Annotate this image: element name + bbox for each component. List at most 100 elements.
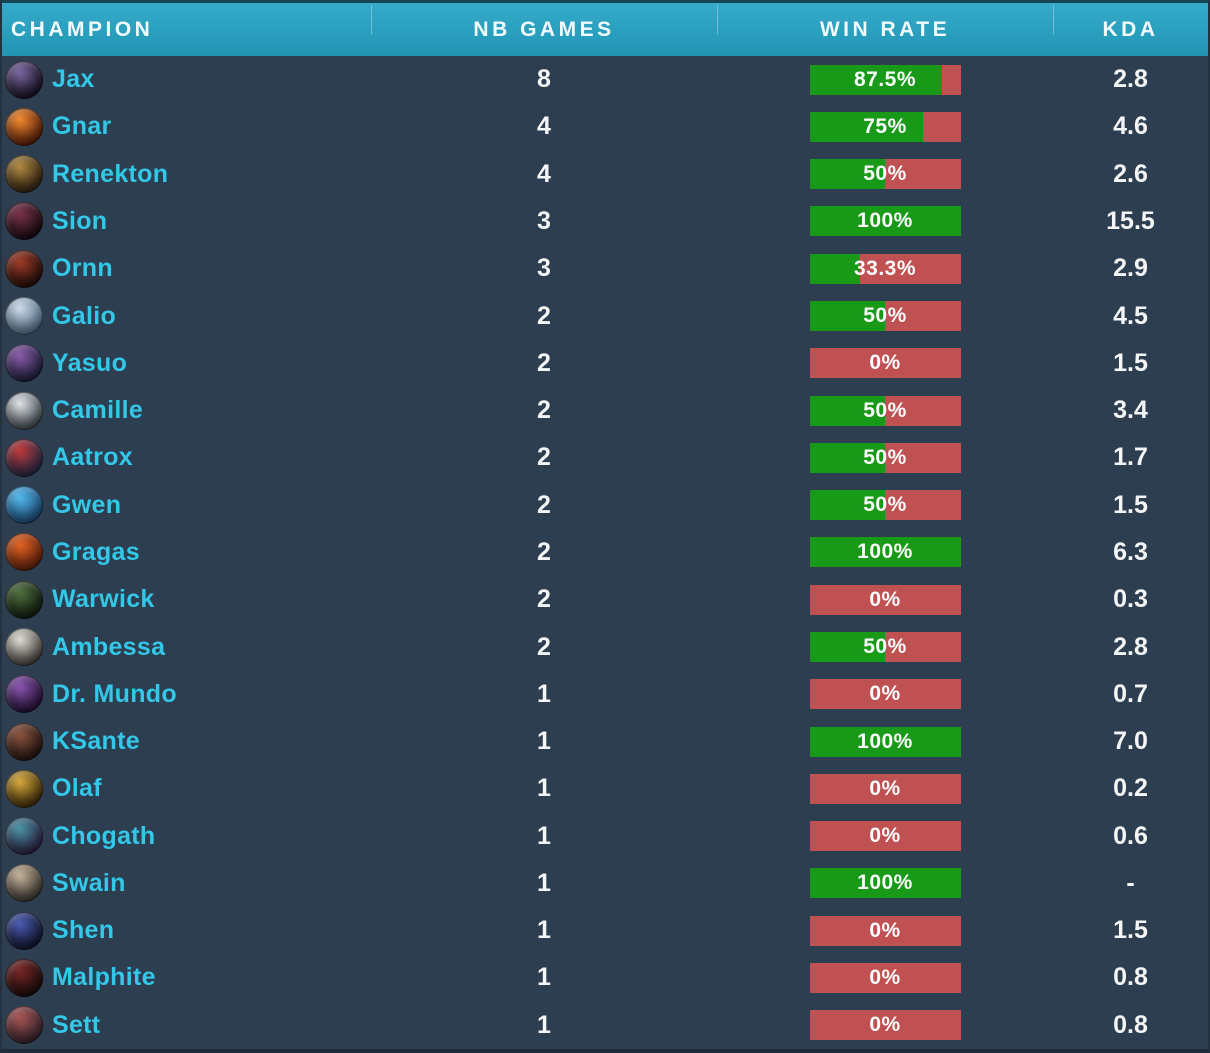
champion-name[interactable]: Olaf	[52, 774, 102, 803]
champion-cell: Sett	[2, 1006, 371, 1045]
nb-games-value: 1	[537, 774, 551, 803]
header-kda[interactable]: KDA	[1053, 3, 1208, 56]
win-rate-bar: 50%	[809, 159, 961, 190]
win-rate-bar: 0%	[809, 584, 961, 615]
champion-cell: Galio	[2, 297, 371, 336]
win-rate-bar: 100%	[809, 206, 961, 237]
table-row: Sion 3 100% 15.5	[2, 198, 1208, 245]
win-rate-label: 50%	[863, 493, 907, 517]
win-rate-label: 0%	[869, 965, 901, 989]
champion-name[interactable]: Camille	[52, 396, 144, 425]
win-rate-cell: 50%	[717, 632, 1053, 663]
table-body: Jax 8 87.5% 2.8 Gnar 4 75% 4.6 Renekton 4 50% 2.6 Si…	[2, 56, 1208, 1049]
win-rate-cell: 100%	[717, 726, 1053, 757]
kda-value: 4.6	[1113, 112, 1148, 141]
table-row: Chogath 1 0% 0.6	[2, 813, 1208, 860]
nb-games-value: 1	[537, 963, 551, 992]
swain-icon	[5, 864, 43, 903]
win-rate-label: 100%	[857, 540, 913, 564]
table-row: Shen 1 0% 1.5	[2, 907, 1208, 954]
champion-name[interactable]: Jax	[52, 65, 95, 94]
champion-name[interactable]: Warwick	[52, 585, 155, 614]
kda-value: 4.5	[1113, 301, 1148, 330]
champion-name[interactable]: Shen	[52, 916, 115, 945]
warwick-icon	[5, 580, 43, 619]
kda-value: 6.3	[1113, 537, 1148, 566]
champion-name[interactable]: Dr. Mundo	[52, 679, 177, 708]
nb-games-value: 1	[537, 868, 551, 897]
champion-cell: KSante	[2, 722, 371, 761]
aatrox-icon	[5, 438, 43, 477]
nb-games-value: 8	[537, 65, 551, 94]
table-row: Aatrox 2 50% 1.7	[2, 434, 1208, 481]
champion-name[interactable]: Ambessa	[52, 632, 166, 661]
win-rate-fill	[809, 64, 942, 95]
kda-value: 15.5	[1106, 206, 1155, 235]
win-rate-label: 0%	[869, 1013, 901, 1037]
champion-cell: Yasuo	[2, 344, 371, 383]
champion-name[interactable]: Ornn	[52, 254, 113, 283]
win-rate-cell: 0%	[717, 915, 1053, 946]
win-rate-bar: 0%	[809, 348, 961, 379]
win-rate-bar: 0%	[809, 821, 961, 852]
nb-games-value: 1	[537, 821, 551, 850]
win-rate-label: 50%	[863, 635, 907, 659]
kda-value: 0.6	[1113, 821, 1148, 850]
nb-games-value: 2	[537, 443, 551, 472]
win-rate-bar: 100%	[809, 537, 961, 568]
kda-value: 0.8	[1113, 1010, 1148, 1039]
nb-games-value: 2	[537, 632, 551, 661]
win-rate-fill	[809, 537, 961, 568]
champion-cell: Sion	[2, 202, 371, 241]
win-rate-bar: 0%	[809, 679, 961, 710]
nb-games-value: 2	[537, 490, 551, 519]
win-rate-bar: 100%	[809, 868, 961, 899]
champion-name[interactable]: Renekton	[52, 159, 169, 188]
champion-name[interactable]: Swain	[52, 868, 126, 897]
win-rate-fill	[809, 726, 961, 757]
champion-name[interactable]: Chogath	[52, 821, 156, 850]
win-rate-cell: 0%	[717, 348, 1053, 379]
win-rate-cell: 87.5%	[717, 64, 1053, 95]
win-rate-fill	[809, 301, 885, 332]
champion-name[interactable]: Malphite	[52, 963, 156, 992]
win-rate-fill	[809, 632, 885, 663]
nb-games-value: 1	[537, 679, 551, 708]
champion-name[interactable]: Aatrox	[52, 443, 133, 472]
malphite-icon	[5, 958, 43, 997]
champion-name[interactable]: Gragas	[52, 537, 140, 566]
win-rate-label: 50%	[863, 162, 907, 186]
kda-value: 1.5	[1113, 490, 1148, 519]
nb-games-value: 2	[537, 537, 551, 566]
win-rate-label: 75%	[863, 114, 907, 138]
nb-games-value: 3	[537, 254, 551, 283]
win-rate-label: 0%	[869, 587, 901, 611]
win-rate-bar: 50%	[809, 490, 961, 521]
champion-cell: Chogath	[2, 817, 371, 856]
champion-name[interactable]: KSante	[52, 727, 140, 756]
jax-icon	[5, 60, 43, 99]
champion-name[interactable]: Sett	[52, 1010, 101, 1039]
header-champion[interactable]: CHAMPION	[11, 17, 154, 41]
win-rate-label: 0%	[869, 776, 901, 800]
kda-value: 1.7	[1113, 443, 1148, 472]
table-row: Dr. Mundo 1 0% 0.7	[2, 671, 1208, 718]
champion-name[interactable]: Gnar	[52, 112, 112, 141]
champion-name[interactable]: Sion	[52, 206, 108, 235]
header-win-rate[interactable]: WIN RATE	[717, 3, 1053, 56]
table-row: Renekton 4 50% 2.6	[2, 151, 1208, 198]
champion-name[interactable]: Gwen	[52, 490, 122, 519]
win-rate-label: 50%	[863, 304, 907, 328]
champion-name[interactable]: Yasuo	[52, 348, 128, 377]
champion-cell: Gragas	[2, 533, 371, 572]
win-rate-cell: 50%	[717, 442, 1053, 473]
champion-name[interactable]: Galio	[52, 301, 117, 330]
kda-value: 2.9	[1113, 254, 1148, 283]
win-rate-label: 50%	[863, 445, 907, 469]
win-rate-bar: 87.5%	[809, 64, 961, 95]
kda-value: 0.7	[1113, 679, 1148, 708]
win-rate-cell: 100%	[717, 537, 1053, 568]
header-nb-games[interactable]: NB GAMES	[371, 3, 717, 56]
win-rate-cell: 0%	[717, 773, 1053, 804]
table-row: Galio 2 50% 4.5	[2, 292, 1208, 339]
